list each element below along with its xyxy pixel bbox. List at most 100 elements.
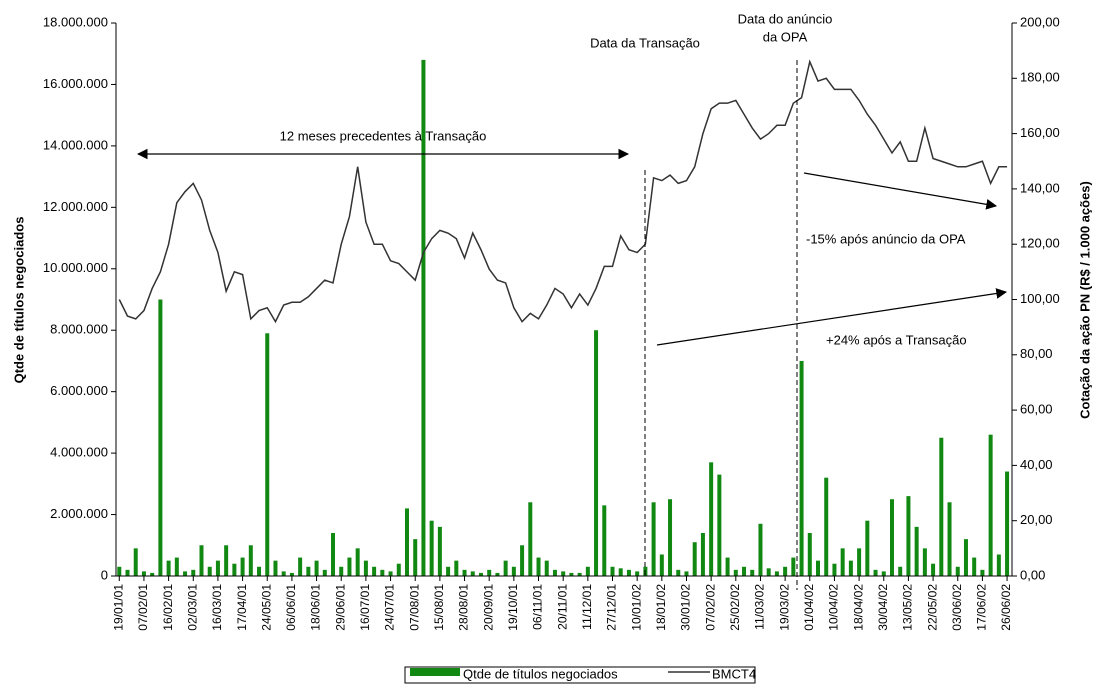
opa-arrow bbox=[803, 172, 998, 210]
bar bbox=[232, 563, 237, 576]
transaction-arrow bbox=[656, 288, 1008, 346]
x-tick-label: 20/09/01 bbox=[481, 584, 495, 631]
x-tick-label: 30/04/02 bbox=[876, 584, 890, 631]
y-tick-label: 6.000.000 bbox=[50, 383, 108, 398]
bar bbox=[676, 569, 681, 576]
bar bbox=[478, 572, 483, 576]
annotation: da OPA bbox=[763, 29, 808, 44]
bar bbox=[404, 508, 409, 576]
y2-tick-label: 60,00 bbox=[1020, 402, 1053, 417]
x-tick-label: 19/10/01 bbox=[506, 584, 520, 631]
x-tick-label: 28/08/01 bbox=[457, 584, 471, 631]
x-tick-label: 22/05/02 bbox=[925, 584, 939, 631]
bar bbox=[988, 434, 993, 576]
y-tick-label: 10.000.000 bbox=[43, 260, 108, 275]
bar bbox=[117, 566, 122, 576]
bar bbox=[602, 505, 607, 576]
bar bbox=[150, 572, 155, 576]
bar bbox=[544, 560, 549, 576]
bar bbox=[939, 437, 944, 576]
bar bbox=[824, 477, 829, 576]
x-tick-label: 16/07/01 bbox=[358, 584, 372, 631]
y2-tick-label: 180,00 bbox=[1020, 70, 1060, 85]
y2-tick-label: 20,00 bbox=[1020, 512, 1053, 527]
bar bbox=[816, 560, 821, 576]
y2-tick-label: 200,00 bbox=[1020, 14, 1060, 29]
bar bbox=[980, 569, 985, 576]
y2-tick-label: 0,00 bbox=[1020, 567, 1045, 582]
bar bbox=[750, 569, 755, 576]
bar bbox=[511, 566, 516, 576]
bar bbox=[413, 539, 418, 576]
bar bbox=[536, 557, 541, 576]
x-tick-label: 24/07/01 bbox=[383, 584, 397, 631]
bar bbox=[174, 557, 179, 576]
y2-tick-label: 140,00 bbox=[1020, 180, 1060, 195]
bar bbox=[963, 539, 968, 576]
x-tick-label: 18/04/02 bbox=[851, 584, 865, 631]
bar bbox=[774, 571, 779, 576]
y-axis-title: Qtde de títulos negociados bbox=[11, 217, 26, 384]
bar bbox=[207, 566, 212, 576]
bar bbox=[528, 502, 533, 576]
bar bbox=[955, 566, 960, 576]
bar bbox=[257, 566, 262, 576]
bar bbox=[922, 548, 927, 576]
bar bbox=[215, 560, 220, 576]
legend-box bbox=[404, 666, 756, 684]
bar bbox=[865, 520, 870, 576]
bar bbox=[668, 499, 673, 576]
bar bbox=[141, 571, 146, 576]
bar bbox=[503, 560, 508, 576]
bar bbox=[224, 545, 229, 576]
plot: 0 2.000.000 4.000.000 6.000.000 8.000.000 10.… bbox=[43, 14, 1060, 630]
bar bbox=[265, 333, 270, 576]
y-tick-label: 8.000.000 bbox=[50, 322, 108, 337]
x-tick-label: 13/05/02 bbox=[901, 584, 915, 631]
x-tick-label: 07/08/01 bbox=[407, 584, 421, 631]
bar bbox=[289, 572, 294, 576]
bar bbox=[281, 571, 286, 576]
bar bbox=[996, 554, 1001, 576]
x-tick-label: 29/06/01 bbox=[333, 584, 347, 631]
x-tick-label: 24/05/01 bbox=[259, 584, 273, 631]
bar bbox=[626, 569, 631, 576]
bar bbox=[191, 569, 196, 576]
x-tick-label: 19/01/01 bbox=[111, 584, 125, 631]
y-tick-label: 2.000.000 bbox=[50, 506, 108, 521]
x-tick-label: 03/06/02 bbox=[950, 584, 964, 631]
y2-tick-label: 160,00 bbox=[1020, 125, 1060, 140]
bar bbox=[446, 566, 451, 576]
y-tick-label: 0 bbox=[101, 567, 108, 582]
y2-tick-label: 40,00 bbox=[1020, 457, 1053, 472]
bar bbox=[848, 560, 853, 576]
bar bbox=[183, 571, 188, 576]
x-tick-label: 20/11/01 bbox=[555, 584, 569, 630]
x-tick-label: 25/02/02 bbox=[728, 584, 742, 631]
bar bbox=[248, 545, 253, 576]
bar bbox=[380, 569, 385, 576]
bar bbox=[618, 568, 623, 576]
bar bbox=[331, 532, 336, 576]
line bbox=[118, 59, 1008, 324]
x-tick-label: 10/04/02 bbox=[827, 584, 841, 631]
x-tick-label: 19/03/02 bbox=[777, 584, 791, 631]
bar bbox=[635, 571, 640, 576]
bar bbox=[322, 569, 327, 576]
y2-tick-label: 100,00 bbox=[1020, 291, 1060, 306]
y2-tick-label: 120,00 bbox=[1020, 236, 1060, 251]
y-tick-label: 14.000.000 bbox=[43, 137, 108, 152]
x-tick-label: 27/12/01 bbox=[605, 584, 619, 631]
y-tick-label: 18.000.000 bbox=[43, 14, 108, 29]
x-tick-label: 06/11/01 bbox=[531, 584, 545, 630]
x-tick-label: 17/04/01 bbox=[235, 584, 249, 631]
bar bbox=[857, 548, 862, 576]
bar bbox=[561, 571, 566, 576]
annotation: -15% após anúncio da OPA bbox=[806, 231, 966, 246]
x-tick-label: 30/01/02 bbox=[679, 584, 693, 631]
x-tick-label: 15/08/01 bbox=[432, 584, 446, 631]
bar bbox=[125, 569, 130, 576]
bar bbox=[914, 526, 919, 576]
bar bbox=[495, 572, 500, 576]
